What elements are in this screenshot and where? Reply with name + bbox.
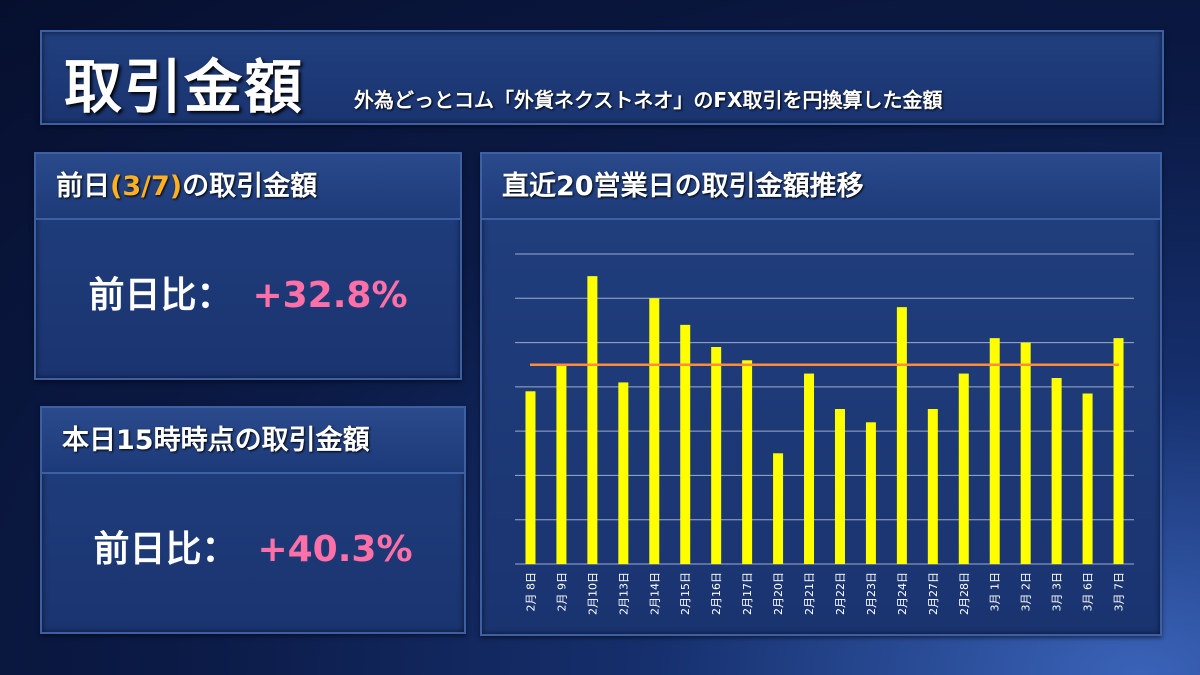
x-tick-label: 2月28日 [958,572,971,615]
prev-day-title-date: (3/7) [110,171,183,202]
bar [587,276,598,564]
x-tick-label: 3月 6日 [1082,572,1095,612]
x-tick-label: 2月13日 [617,572,630,615]
bar [865,422,876,564]
bar [525,391,536,564]
x-tick-label: 3月 3日 [1051,572,1064,612]
x-tick-label: 3月 2日 [1020,572,1033,612]
x-tick-label: 2月16日 [710,572,723,615]
bar [742,360,753,564]
x-tick-label: 2月21日 [803,572,816,615]
x-tick-label: 3月 1日 [989,572,1002,612]
bar [896,307,907,564]
x-tick-label: 2月17日 [741,572,754,615]
bar [556,364,567,564]
prev-day-value: +32.8% [252,275,408,316]
bar [989,338,1000,564]
page-subtitle: 外為どっとコム「外貨ネクストネオ」のFX取引を円換算した金額 [354,88,943,112]
bar [1051,378,1062,564]
bar [927,409,938,564]
prev-day-title-suffix: の取引金額 [182,171,318,202]
bar [1020,342,1031,564]
prev-day-label: 前日比： [88,275,233,316]
x-tick-label: 2月 9日 [555,572,568,612]
chart-title: 直近20営業日の取引金額推移 [482,154,1160,220]
x-tick-label: 2月 8日 [524,572,537,612]
header-panel: 取引金額 外為どっとコム「外貨ネクストネオ」のFX取引を円換算した金額 [40,30,1164,125]
bar [804,373,815,564]
prev-day-stat: 前日比： +32.8% [36,266,460,318]
x-tick-label: 2月23日 [865,572,878,615]
bar [834,409,845,564]
today-label: 前日比： [93,529,238,570]
chart-panel: 直近20営業日の取引金額推移 2月 8日 2月 9日 2月10日 2月13日 2月14日… [480,152,1162,636]
bar [1113,338,1124,564]
bar-chart: 2月 8日 2月 9日 2月10日 2月13日 2月14日 2月15日 2月16日 2月17日… [515,253,1134,615]
bar [711,347,722,564]
bar [649,298,660,564]
bar [618,382,629,564]
x-tick-label: 2月24日 [896,572,909,615]
bar [958,373,969,564]
page-title: 取引金額 [64,53,305,121]
bar [680,324,691,564]
today-panel: 本日15時時点の取引金額 前日比： +40.3% [40,406,466,634]
x-tick-label: 2月22日 [834,572,847,615]
x-tick-label: 2月20日 [772,572,785,615]
bar [1082,393,1093,564]
prev-day-panel: 前日(3/7)の取引金額 前日比： +32.8% [34,152,462,380]
x-tick-label: 2月14日 [648,572,661,615]
today-value: +40.3% [257,529,413,570]
x-tick-label: 2月27日 [927,572,940,615]
bar [773,453,784,564]
x-tick-label: 2月10日 [586,572,599,615]
today-stat: 前日比： +40.3% [42,520,464,572]
today-title: 本日15時時点の取引金額 [42,408,464,474]
x-tick-label: 3月 7日 [1113,572,1126,612]
prev-day-title: 前日(3/7)の取引金額 [36,154,460,220]
x-tick-label: 2月15日 [679,572,692,615]
prev-day-title-prefix: 前日 [56,171,110,202]
